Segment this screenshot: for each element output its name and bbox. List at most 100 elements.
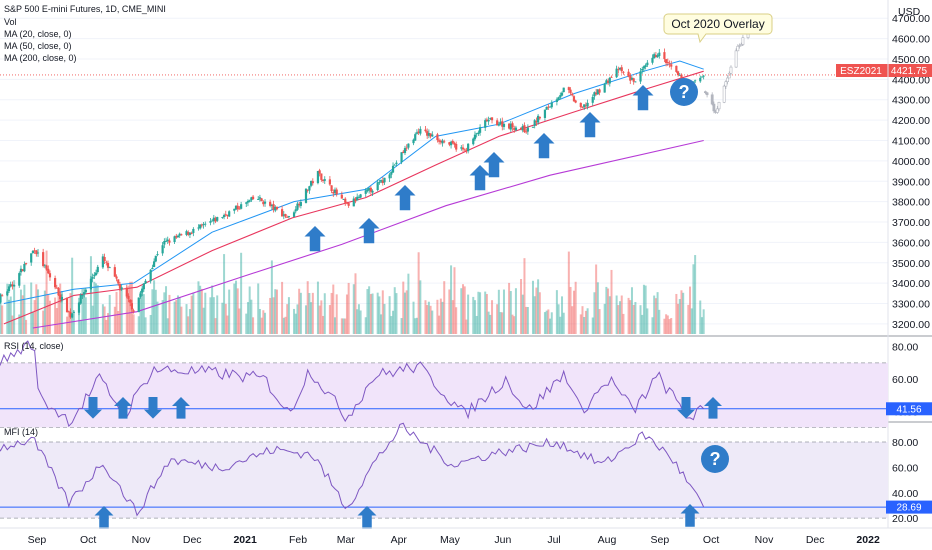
candle-body bbox=[175, 235, 178, 238]
volume-bar bbox=[296, 304, 299, 334]
candle-body bbox=[250, 197, 253, 201]
volume-bar bbox=[393, 287, 396, 334]
candle-body bbox=[438, 140, 441, 142]
candle-body bbox=[460, 147, 463, 149]
volume-bar bbox=[228, 289, 231, 334]
price-axis[interactable]: 4700.00 4600.00 4500.00 4400.00 4300.00 4200.… bbox=[892, 13, 930, 331]
volume-bar bbox=[390, 316, 393, 334]
candle-body bbox=[164, 240, 168, 242]
volume-bar bbox=[357, 304, 360, 334]
time-tick: Apr bbox=[391, 534, 408, 546]
candle-body bbox=[178, 233, 181, 236]
volume-bar bbox=[118, 287, 121, 334]
candle-body bbox=[555, 99, 558, 102]
volume-bar bbox=[48, 300, 51, 334]
volume-bar bbox=[598, 309, 601, 334]
candle-body bbox=[475, 133, 478, 135]
candle-body bbox=[627, 71, 630, 77]
candle-body bbox=[379, 180, 383, 182]
volume-bar bbox=[142, 294, 145, 334]
volume-bar bbox=[485, 294, 488, 334]
volume-bar bbox=[414, 318, 417, 334]
candle-body bbox=[557, 97, 560, 100]
candle-body bbox=[472, 138, 475, 145]
candle-body bbox=[443, 141, 446, 143]
time-axis[interactable]: Sep Oct Nov Dec 2021 Feb Mar Apr May Jun Jul Aug Sep… bbox=[28, 534, 880, 546]
candle-body bbox=[489, 118, 492, 120]
candle-body bbox=[60, 296, 64, 301]
volume-bar bbox=[641, 314, 644, 334]
volume-bar bbox=[388, 296, 391, 334]
volume-bar bbox=[55, 308, 58, 334]
volume-bar bbox=[18, 314, 21, 334]
candle-body bbox=[656, 55, 659, 58]
volume-bar bbox=[298, 288, 301, 334]
ma20-label: MA (20, close, 0) bbox=[4, 29, 72, 39]
candle-body bbox=[132, 310, 135, 312]
volume-bar bbox=[448, 289, 451, 334]
candle-body bbox=[439, 140, 442, 143]
candle-body bbox=[192, 228, 195, 233]
price-tick: 3200.00 bbox=[892, 319, 930, 331]
candle-body bbox=[412, 139, 415, 144]
candle-body bbox=[383, 177, 386, 183]
rsi-tick: 60.00 bbox=[892, 374, 918, 386]
candle-body bbox=[96, 266, 99, 273]
candle-body bbox=[188, 232, 192, 235]
candle-body bbox=[77, 302, 81, 313]
price-tick: 4500.00 bbox=[892, 54, 930, 66]
volume-bar bbox=[156, 301, 159, 334]
candle-body bbox=[665, 59, 668, 64]
candle-body bbox=[663, 52, 666, 60]
candle-body bbox=[610, 76, 613, 78]
volume-bar bbox=[204, 292, 207, 334]
candle-body bbox=[393, 164, 396, 166]
volume-bar bbox=[571, 306, 574, 334]
volume-bar bbox=[417, 252, 420, 334]
volume-bar bbox=[79, 319, 82, 334]
volume-bar bbox=[496, 304, 499, 334]
candle-body bbox=[560, 92, 564, 96]
question-icon-glyph: ? bbox=[709, 449, 720, 469]
volume-bar bbox=[260, 317, 263, 334]
candle-body bbox=[101, 256, 104, 268]
volume-bar bbox=[57, 293, 60, 334]
candle-body bbox=[617, 69, 620, 71]
volume-bar bbox=[139, 291, 142, 334]
volume-bar bbox=[318, 305, 321, 334]
rsi-value-tag: 41.56 bbox=[886, 402, 932, 416]
candle-body bbox=[461, 147, 465, 150]
volume-bar bbox=[690, 308, 693, 334]
candle-body bbox=[168, 240, 171, 243]
volume-bar bbox=[436, 299, 439, 334]
volume-bar bbox=[368, 286, 371, 334]
candle-body bbox=[304, 188, 308, 203]
volume-bar bbox=[299, 292, 302, 334]
volume-bar bbox=[212, 297, 215, 334]
candle-body bbox=[533, 120, 536, 126]
vol-label: Vol bbox=[4, 17, 17, 27]
candle-body bbox=[149, 269, 152, 282]
candle-body bbox=[270, 205, 273, 207]
candle-body bbox=[30, 253, 33, 263]
volume-bar bbox=[583, 316, 586, 334]
volume-bar bbox=[670, 317, 673, 334]
volume-bar bbox=[378, 296, 381, 334]
candle-body bbox=[381, 180, 384, 183]
candle-body bbox=[603, 83, 606, 93]
candle-body bbox=[43, 265, 46, 267]
up-arrow-icon bbox=[704, 397, 722, 419]
up-arrow-icon bbox=[114, 397, 132, 419]
candle-body bbox=[199, 224, 202, 229]
price-tick: 3400.00 bbox=[892, 278, 930, 290]
candle-body bbox=[485, 119, 489, 122]
volume-bar bbox=[591, 317, 594, 334]
mfi-tick: 60.00 bbox=[892, 462, 918, 474]
candle-body bbox=[18, 273, 21, 286]
volume-bar bbox=[347, 282, 350, 334]
candle-body bbox=[269, 201, 272, 206]
volume-bar bbox=[240, 252, 243, 334]
volume-bar bbox=[221, 302, 224, 334]
volume-bar bbox=[426, 305, 429, 334]
volume-bar bbox=[151, 289, 154, 334]
